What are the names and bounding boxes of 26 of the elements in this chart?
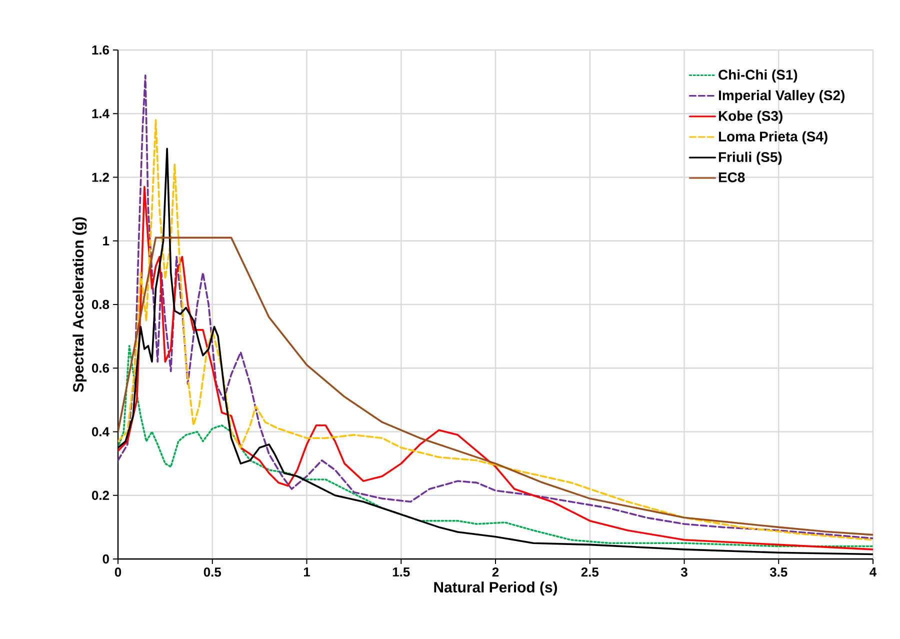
legend-label: EC8	[718, 172, 745, 182]
legend-label: Imperial Valley (S2)	[718, 90, 844, 104]
x-tick-label: 0	[114, 568, 122, 577]
y-tick-label: 0.2	[92, 490, 109, 500]
x-axis-title: Natural Period (s)	[434, 582, 558, 596]
x-tick-label: 3.5	[770, 568, 788, 577]
x-tick-label: 0.5	[204, 568, 222, 577]
legend-label: Loma Prieta (S4)	[718, 131, 828, 144]
y-tick-label: 0.6	[92, 364, 110, 373]
x-tick-label: 1	[304, 568, 310, 576]
y-tick-label: 1.6	[92, 45, 110, 55]
y-tick-label: 1	[103, 236, 110, 246]
x-tick-label: 4	[870, 568, 877, 576]
legend-label: Friuli (S5)	[718, 152, 782, 165]
y-axis-title: Spectral Acceleration (g)	[72, 217, 87, 392]
y-tick-label: 0	[102, 554, 109, 564]
y-tick-label: 1.4	[92, 109, 110, 118]
x-tick-label: 3	[680, 568, 688, 577]
legend-label: Chi-Chi (S1)	[718, 69, 798, 82]
y-tick-label: 0.4	[92, 427, 110, 436]
y-tick-label: 0.8	[92, 300, 110, 310]
x-tick-label: 1.5	[392, 568, 410, 577]
y-tick-label: 1.2	[92, 172, 109, 182]
x-tick-label: 2	[492, 568, 499, 577]
x-tick-label: 2.5	[581, 568, 599, 577]
legend-label: Kobe (S3)	[718, 110, 782, 124]
